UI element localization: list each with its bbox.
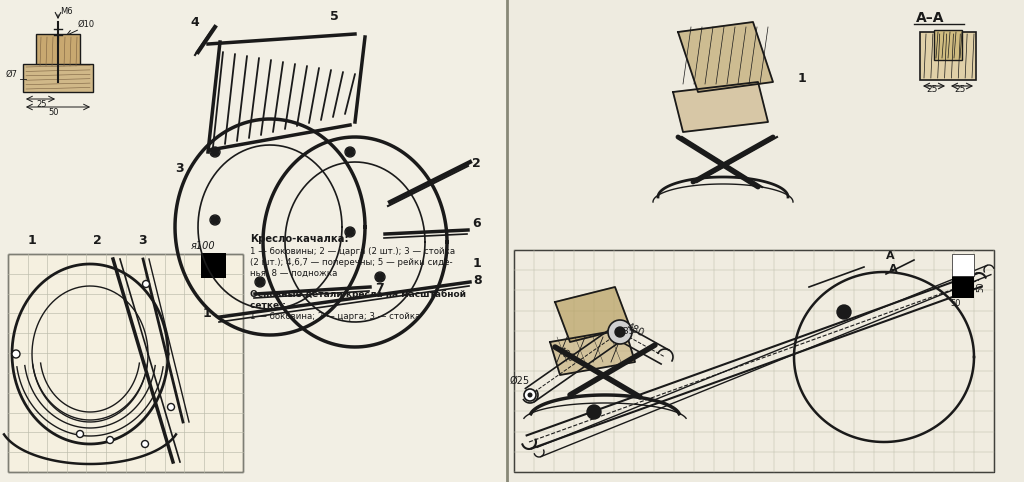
Text: я100: я100 (191, 241, 216, 251)
Text: M6: M6 (60, 7, 73, 16)
Polygon shape (550, 329, 635, 375)
Text: A: A (889, 264, 898, 274)
Circle shape (141, 441, 148, 447)
Text: Кресло-качалка:: Кресло-качалка: (250, 234, 348, 244)
Text: Ø35: Ø35 (617, 327, 636, 336)
Bar (508, 0, 1024, 482)
Text: 1: 1 (28, 234, 37, 247)
Text: 6: 6 (472, 217, 480, 230)
Text: 2: 2 (93, 234, 101, 247)
Circle shape (608, 320, 632, 344)
Text: 480: 480 (625, 322, 646, 339)
Text: Ø10: Ø10 (78, 20, 95, 29)
Text: 1: 1 (203, 307, 212, 320)
Polygon shape (678, 22, 773, 92)
Bar (952, 254, 974, 276)
Text: 1: 1 (798, 72, 807, 85)
Text: A–A: A–A (916, 11, 944, 25)
Text: нья; 8 — подножка: нья; 8 — подножка (250, 269, 337, 278)
Circle shape (211, 148, 219, 156)
Circle shape (211, 216, 219, 224)
Text: 5: 5 (330, 10, 339, 23)
Bar (920, 32, 976, 80)
Text: 1 — боковины; 2 — царга (2 шт.); 3 — стойка: 1 — боковины; 2 — царга (2 шт.); 3 — сто… (250, 247, 455, 256)
Circle shape (106, 437, 114, 443)
Text: 8: 8 (473, 274, 481, 287)
Circle shape (615, 327, 625, 337)
Text: Ø25: Ø25 (510, 376, 530, 386)
Bar (8, 254, 243, 472)
Polygon shape (555, 287, 630, 342)
Bar (201, 253, 226, 278)
Bar (514, 250, 994, 472)
Circle shape (524, 389, 536, 401)
Circle shape (142, 281, 150, 287)
Circle shape (77, 430, 84, 438)
Circle shape (587, 405, 601, 419)
Circle shape (376, 273, 384, 281)
Text: 25: 25 (926, 85, 937, 94)
Text: Ø7: Ø7 (6, 70, 18, 79)
Text: 3: 3 (138, 234, 146, 247)
Circle shape (527, 392, 532, 398)
Circle shape (12, 350, 20, 358)
Circle shape (346, 228, 354, 236)
Circle shape (256, 278, 264, 286)
Text: 7: 7 (375, 282, 384, 295)
Text: 50: 50 (976, 281, 985, 292)
Text: 4: 4 (190, 16, 199, 29)
Text: 50: 50 (48, 108, 58, 117)
Text: сетке :: сетке : (250, 301, 286, 310)
Text: 25: 25 (954, 85, 966, 94)
Text: A: A (886, 251, 895, 261)
Bar (23, 64, 93, 92)
Circle shape (837, 305, 851, 319)
Bar (952, 276, 974, 298)
Text: Основные детали кресла на масштабной: Основные детали кресла на масштабной (250, 290, 466, 299)
Text: 2: 2 (472, 157, 480, 170)
Text: 480: 480 (555, 345, 575, 364)
Text: 50: 50 (950, 299, 961, 308)
Polygon shape (673, 82, 768, 132)
Text: 25: 25 (36, 100, 46, 109)
Text: 1 — боковина; 2 — царга; 3 — стойка: 1 — боковина; 2 — царга; 3 — стойка (250, 312, 421, 321)
Bar (36, 34, 80, 69)
Text: 1: 1 (473, 257, 481, 270)
Bar (934, 30, 962, 60)
Text: (2 шт.); 4,6,7 — поперечны; 5 — рейки сиде-: (2 шт.); 4,6,7 — поперечны; 5 — рейки си… (250, 258, 453, 267)
Text: 3: 3 (175, 162, 183, 175)
Circle shape (168, 403, 174, 411)
Circle shape (346, 148, 354, 156)
